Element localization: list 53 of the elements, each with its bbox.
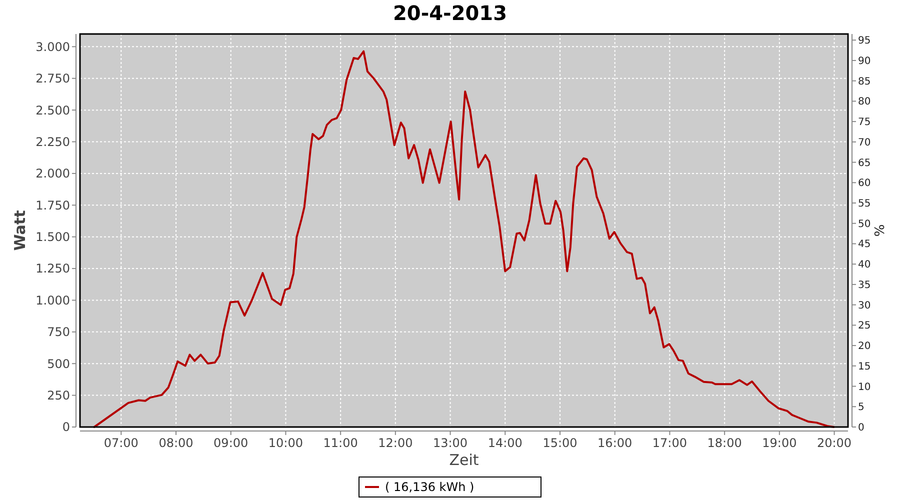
x-tick-label: 11:00 [323,436,358,450]
x-tick-label: 20:00 [816,436,852,450]
y-tick-label: 2.250 [36,134,70,149]
legend-label: ( 16,136 kWh ) [385,480,474,494]
x-tick-label: 13:00 [432,436,468,450]
y2-tick-label: 0 [858,422,864,434]
x-tick-label: 07:00 [104,436,138,450]
y2-axis-title: % [873,224,888,237]
line-series [93,50,835,428]
y-tick-label: 500 [47,356,70,371]
x-axis-title: Zeit [449,451,479,469]
y2-tick-label: 50 [858,218,871,230]
y2-tick-label: 85 [858,76,871,88]
x-tick-label: 15:00 [542,436,578,450]
x-tick-label: 10:00 [268,436,304,450]
y-tick-label: 1.750 [36,198,70,212]
y-tick-label: 750 [47,325,70,340]
y-tick-label: 3.000 [36,40,70,54]
x-tick-label: 16:00 [598,436,632,450]
y2-tick-label: 10 [858,382,871,393]
x-tick-label: 12:00 [378,436,413,450]
y2-tick-label: 75 [858,117,871,128]
y2-tick-label: 35 [858,280,871,291]
y2-tick-label: 40 [858,260,871,271]
y2-tick-label: 15 [858,361,871,372]
x-tick-label: 19:00 [762,436,797,450]
y-tick-label: 1.500 [36,230,70,244]
y-tick-label: 2.000 [36,166,70,181]
y2-tick-label: 45 [858,239,871,250]
y-axis-title: Watt [11,210,29,251]
x-tick-label: 17:00 [652,436,688,450]
y2-tick-label: 80 [858,96,871,108]
y2-tick-label: 30 [858,300,871,312]
chart-title: 20-4-2013 [392,1,508,25]
x-tick-label: 08:00 [158,436,194,450]
y-tick-label: 2.750 [36,72,70,86]
y-tick-label: 250 [47,388,70,403]
y2-tick-label: 60 [858,178,871,190]
y2-tick-label: 5 [858,402,864,414]
y2-tick-label: 65 [858,158,871,169]
x-tick-label: 18:00 [707,436,742,450]
y2-tick-label: 25 [858,320,871,332]
y-tick-label: 0 [62,420,70,434]
y-tick-label: 1.000 [36,293,70,308]
y2-tick-label: 55 [858,198,871,210]
y2-tick-label: 90 [858,56,871,67]
x-tick-label: 14:00 [488,436,522,450]
y2-tick-label: 95 [858,36,871,47]
x-tick-label: 09:00 [214,436,248,450]
y-tick-label: 2.500 [36,103,70,118]
y2-tick-label: 70 [858,137,871,148]
y2-tick-label: 20 [858,341,871,352]
y-tick-label: 1.250 [36,262,70,276]
